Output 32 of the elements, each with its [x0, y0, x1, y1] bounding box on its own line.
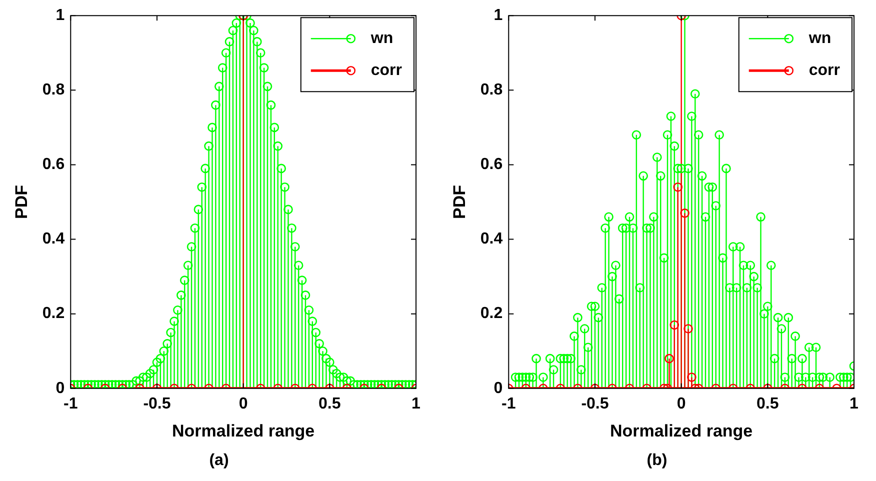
- y-tick-label: 0.6: [480, 156, 503, 174]
- x-tick-label: 0.5: [318, 395, 341, 412]
- legend-label: corr: [370, 62, 402, 80]
- y-tick-label: 0: [494, 380, 503, 397]
- y-tick-label: 0.2: [480, 305, 503, 322]
- y-tick-label: 0.4: [42, 230, 65, 248]
- x-tick-label: 0.5: [756, 395, 779, 412]
- x-tick-label: 1: [850, 395, 859, 412]
- y-tick-label: 0.8: [42, 82, 65, 99]
- y-tick-label: 0.4: [480, 230, 503, 248]
- y-axis-title: PDF: [12, 185, 31, 219]
- legend-label: corr: [808, 62, 840, 80]
- y-tick-label: 0: [56, 380, 65, 397]
- y-axis-title: PDF: [450, 185, 469, 219]
- legend-label: wn: [370, 30, 394, 48]
- x-axis-title: Normalized range: [172, 421, 315, 440]
- x-tick-label: 1: [412, 395, 421, 412]
- y-tick-label: 0.8: [480, 82, 503, 99]
- text: (a): [208, 452, 230, 470]
- x-axis-title: Normalized range: [610, 421, 753, 440]
- x-tick-label: -1: [502, 395, 516, 412]
- x-tick-label: 0: [676, 395, 686, 412]
- y-tick-label: 0.2: [42, 305, 65, 322]
- x-tick-label: -0.5: [581, 395, 609, 412]
- x-tick-label: -0.5: [143, 395, 171, 412]
- x-tick-label: 0: [238, 395, 248, 412]
- x-tick-label: -1: [64, 395, 78, 412]
- y-tick-label: 0.6: [42, 156, 65, 174]
- legend-label: wn: [808, 30, 832, 48]
- y-tick-label: 1: [494, 7, 503, 24]
- text: (b): [646, 452, 668, 470]
- y-tick-label: 1: [56, 7, 65, 24]
